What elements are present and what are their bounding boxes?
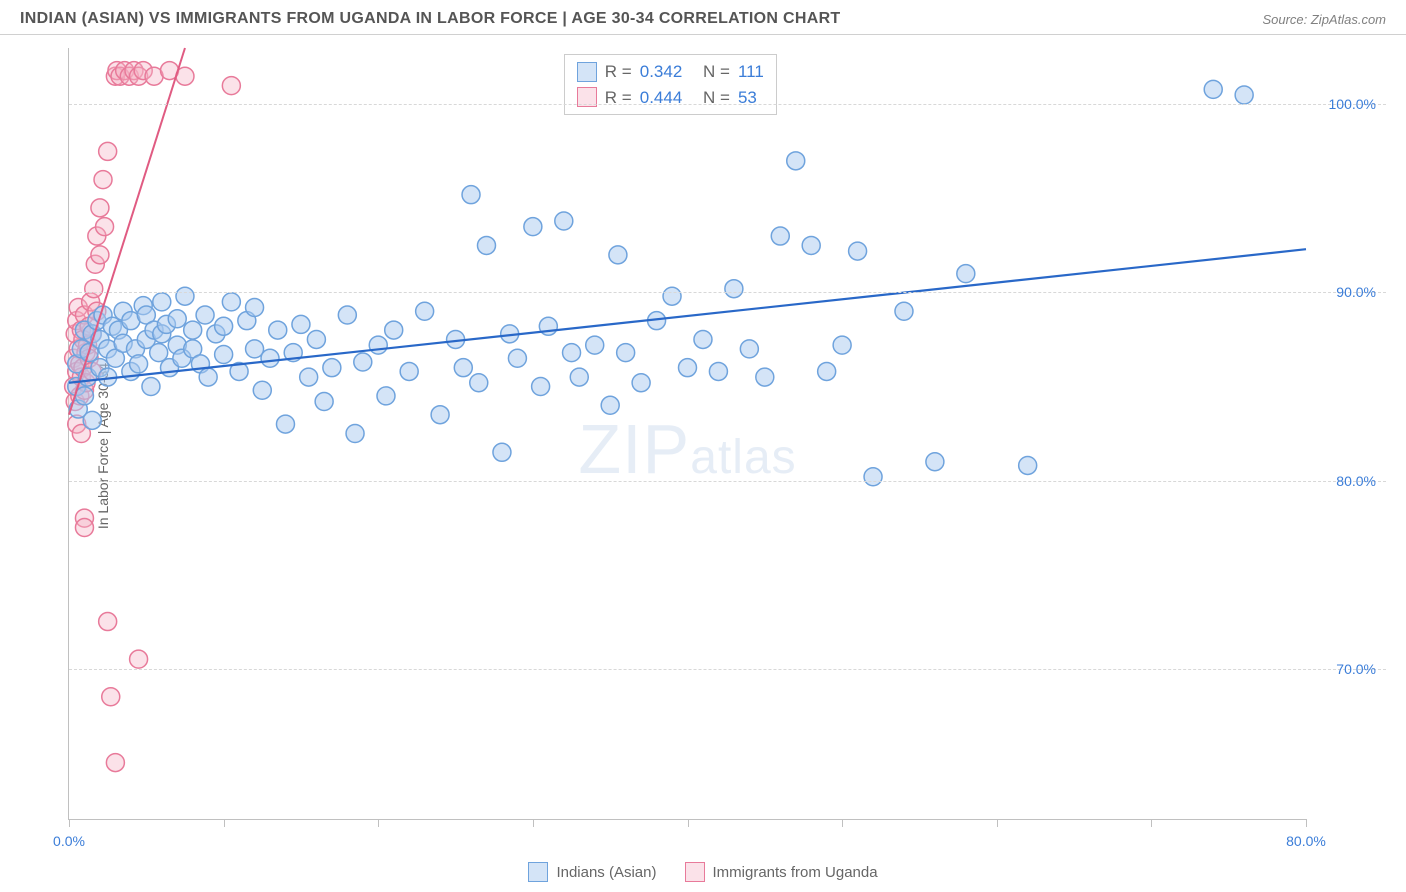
source-attribution: Source: ZipAtlas.com bbox=[1262, 12, 1386, 27]
y-tick-label: 100.0% bbox=[1329, 96, 1376, 112]
x-tick-label: 0.0% bbox=[53, 833, 85, 849]
y-tick-label: 80.0% bbox=[1336, 473, 1376, 489]
n-value-pink: 53 bbox=[738, 85, 757, 111]
correlation-row-pink: R = 0.444 N = 53 bbox=[577, 85, 764, 111]
chart-area: In Labor Force | Age 30-34 ZIPatlas R = … bbox=[20, 48, 1386, 844]
x-tick-label: 80.0% bbox=[1286, 833, 1326, 849]
r-label: R = bbox=[605, 59, 632, 85]
swatch-blue bbox=[577, 62, 597, 82]
legend-swatch-pink bbox=[685, 862, 705, 882]
legend-swatch-blue bbox=[528, 862, 548, 882]
legend-label-blue: Indians (Asian) bbox=[556, 864, 656, 881]
r-value-blue: 0.342 bbox=[640, 59, 683, 85]
r-value-pink: 0.444 bbox=[640, 85, 683, 111]
series-legend: Indians (Asian) Immigrants from Uganda bbox=[0, 862, 1406, 882]
n-label: N = bbox=[703, 59, 730, 85]
r-label: R = bbox=[605, 85, 632, 111]
plot-region: ZIPatlas R = 0.342 N = 111 R = 0.444 N =… bbox=[68, 48, 1306, 820]
correlation-row-blue: R = 0.342 N = 111 bbox=[577, 59, 764, 85]
plot-svg bbox=[69, 48, 1306, 819]
chart-header: INDIAN (ASIAN) VS IMMIGRANTS FROM UGANDA… bbox=[0, 0, 1406, 35]
y-tick-label: 70.0% bbox=[1336, 661, 1376, 677]
n-value-blue: 111 bbox=[738, 59, 764, 85]
legend-label-pink: Immigrants from Uganda bbox=[713, 864, 878, 881]
chart-title: INDIAN (ASIAN) VS IMMIGRANTS FROM UGANDA… bbox=[20, 10, 841, 28]
legend-item-blue: Indians (Asian) bbox=[528, 862, 656, 882]
n-label: N = bbox=[703, 85, 730, 111]
legend-item-pink: Immigrants from Uganda bbox=[685, 862, 878, 882]
correlation-legend: R = 0.342 N = 111 R = 0.444 N = 53 bbox=[564, 54, 777, 115]
y-tick-label: 90.0% bbox=[1336, 284, 1376, 300]
